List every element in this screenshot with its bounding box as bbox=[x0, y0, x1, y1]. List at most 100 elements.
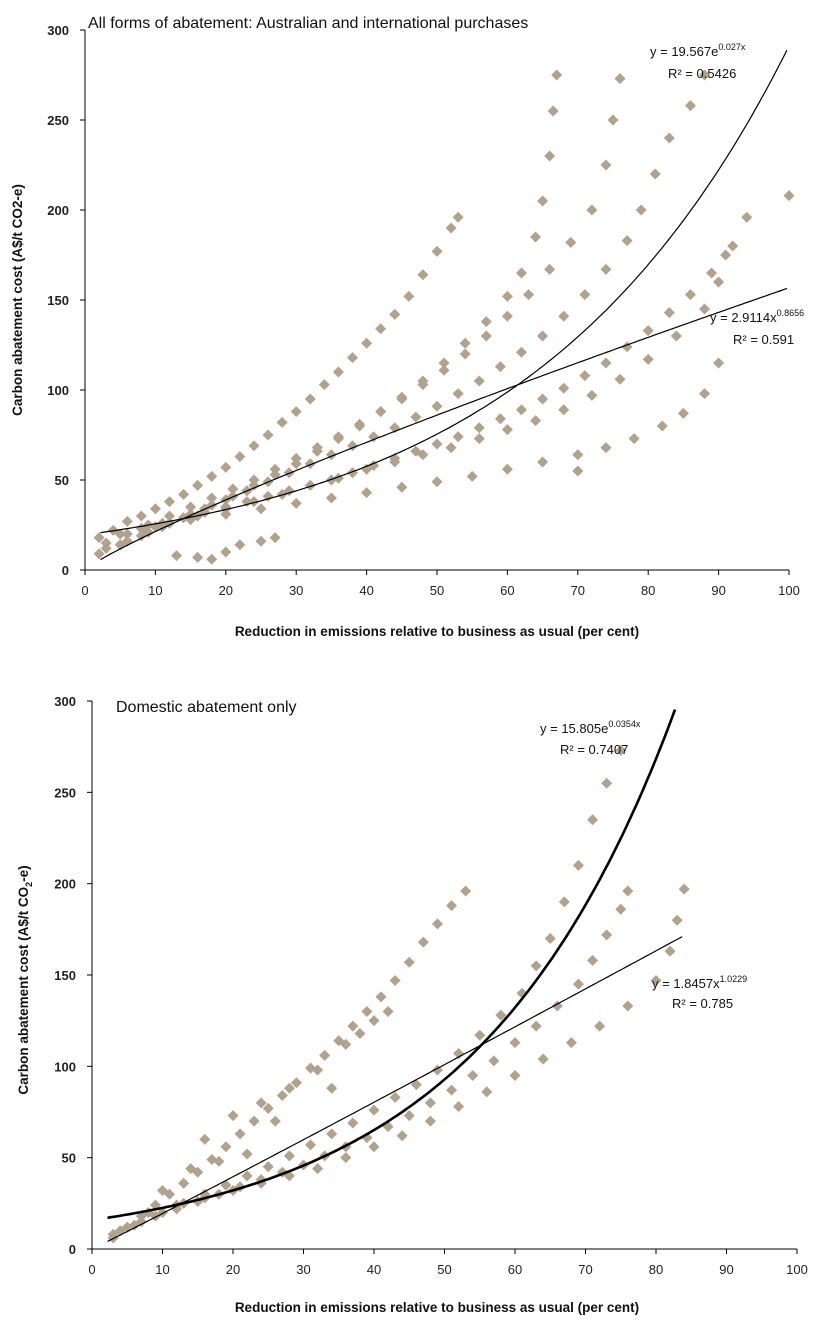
chart2-point-s3-14 bbox=[537, 1053, 549, 1065]
chart2-point-s4-0 bbox=[157, 1185, 168, 1197]
chart-all-abatement: All forms of abatement: Australian and i… bbox=[10, 15, 804, 639]
chart1-point-s2-24 bbox=[600, 159, 612, 171]
chart1-point-s2-23 bbox=[586, 204, 598, 216]
chart2-y-ticks: 0 50 100 150 200 250 300 bbox=[54, 694, 92, 1257]
chart1-point-s2-6 bbox=[227, 483, 239, 495]
chart1-point-s4-28 bbox=[706, 267, 718, 279]
chart1-exp-r2: R² = 0.5426 bbox=[668, 66, 736, 81]
chart2-point-s1-20 bbox=[530, 960, 542, 972]
chart1-point-s6-13 bbox=[530, 415, 542, 427]
chart1-x-tick-label: 20 bbox=[219, 583, 233, 598]
chart2-point-s2-26 bbox=[622, 885, 634, 897]
chart1-point-s4-18 bbox=[494, 413, 506, 425]
chart2-x-tick-label: 90 bbox=[719, 1262, 733, 1277]
chart1-point-s2-7 bbox=[248, 474, 260, 486]
chart2-y-axis-label-main: Carbon abatement cost (A$/t CO bbox=[16, 887, 31, 1095]
chart1-point-s3-18 bbox=[473, 375, 485, 387]
chart2-trendline-power bbox=[107, 936, 683, 1242]
chart1-point-s1-19 bbox=[501, 290, 513, 302]
chart1-y-axis-label: Carbon abatement cost (A$/t CO2-e) bbox=[10, 184, 25, 416]
chart1-trendlines bbox=[100, 49, 788, 561]
chart2-point-s1-7 bbox=[262, 1161, 274, 1173]
chart1-point-s5-5 bbox=[325, 492, 337, 504]
chart1-point-s2-5 bbox=[206, 492, 218, 504]
chart2-point-s2-18 bbox=[488, 1055, 500, 1067]
chart1-point-s5-4 bbox=[290, 497, 302, 509]
chart2-point-s1-17 bbox=[474, 1029, 486, 1041]
chart1-point-s4-21 bbox=[558, 382, 570, 394]
chart1-point-s4-17 bbox=[473, 422, 485, 434]
chart1-point-s0-13 bbox=[276, 416, 288, 428]
chart2-point-s1-12 bbox=[368, 1104, 380, 1116]
chart1-point-s3-10 bbox=[304, 458, 316, 470]
chart2-point-s1-11 bbox=[347, 1117, 359, 1129]
chart2-point-s3-11 bbox=[453, 1101, 465, 1113]
chart2-point-s4-4 bbox=[227, 1110, 239, 1122]
chart1-point-s3-25 bbox=[621, 235, 633, 247]
chart1-point-s1-24 bbox=[547, 105, 559, 117]
chart1-y-tick-label: 100 bbox=[47, 383, 69, 398]
chart2-point-s3-18 bbox=[650, 974, 662, 986]
chart1-point-s0-14 bbox=[290, 406, 302, 418]
chart2-point-s0-25 bbox=[460, 885, 472, 897]
chart2-point-s0-11 bbox=[262, 1102, 274, 1114]
chart1-point-s0-23 bbox=[417, 269, 429, 281]
chart2-point-s4-7 bbox=[269, 1115, 281, 1127]
chart1-y-tick-label: 50 bbox=[55, 473, 69, 488]
chart2-point-s4-3 bbox=[213, 1155, 225, 1167]
chart2-point-s0-5 bbox=[178, 1177, 190, 1189]
chart1-point-s4-15 bbox=[431, 438, 443, 450]
chart2-point-s0-17 bbox=[347, 1020, 359, 1032]
chart1-point-s4-22 bbox=[579, 370, 591, 382]
chart2-point-s2-16 bbox=[446, 1084, 458, 1096]
chart2-point-s2-25 bbox=[615, 903, 627, 915]
chart1-y-tick-label: 300 bbox=[47, 23, 69, 38]
chart1-point-s0-7 bbox=[192, 479, 204, 491]
chart1-point-s3-2 bbox=[135, 530, 147, 542]
chart1-point-s1-25 bbox=[551, 69, 563, 81]
chart1-point-s2-3 bbox=[163, 510, 175, 522]
chart1-point-s2-15 bbox=[417, 379, 429, 391]
chart1-point-s0-22 bbox=[403, 290, 415, 302]
chart1-point-s4-25 bbox=[642, 325, 654, 337]
chart2-trendline-exponential bbox=[107, 709, 677, 1220]
chart2-point-s3-12 bbox=[481, 1086, 493, 1098]
chart2-point-s4-12 bbox=[354, 1027, 366, 1039]
chart2-point-s1-6 bbox=[241, 1170, 253, 1182]
chart1-point-s1-18 bbox=[480, 316, 492, 328]
chart1-point-s0-0 bbox=[93, 532, 105, 544]
chart1-point-s4-20 bbox=[537, 393, 549, 405]
chart1-point-s5-18 bbox=[713, 357, 725, 369]
chart1-point-s2-20 bbox=[523, 289, 535, 301]
chart2-point-s2-19 bbox=[509, 1037, 521, 1049]
chart2-exp-equation: y = 15.805e0.0354x bbox=[540, 719, 641, 736]
chart1-point-s0-5 bbox=[163, 496, 175, 508]
chart1-y-ticks: 0 50 100 150 200 250 300 bbox=[47, 23, 85, 578]
chart2-point-s1-10 bbox=[326, 1128, 338, 1140]
chart2-power-r2: R² = 0.785 bbox=[672, 996, 733, 1011]
chart2-point-s3-7 bbox=[340, 1152, 352, 1164]
chart2-point-s4-6 bbox=[255, 1097, 267, 1109]
chart1-x-tick-label: 80 bbox=[641, 583, 655, 598]
chart1-point-s3-24 bbox=[600, 263, 612, 275]
chart2-x-axis-label: Reduction in emissions relative to busin… bbox=[235, 1300, 639, 1315]
chart1-point-s6-7 bbox=[361, 463, 373, 475]
chart1-point-s3-17 bbox=[452, 388, 464, 400]
chart1-point-s6-18 bbox=[670, 330, 682, 342]
chart1-x-tick-label: 30 bbox=[289, 583, 303, 598]
chart1-point-s5-12 bbox=[572, 449, 584, 461]
chart1-power-equation-base: y = 2.9114x bbox=[710, 310, 777, 325]
chart2-x-tick-label: 40 bbox=[367, 1262, 381, 1277]
chart1-point-s3-13 bbox=[368, 431, 380, 443]
chart1-point-s4-0 bbox=[114, 528, 126, 540]
chart2-point-s3-6 bbox=[312, 1163, 324, 1175]
chart2-x-tick-label: 70 bbox=[578, 1262, 592, 1277]
chart2-point-s0-13 bbox=[290, 1077, 302, 1089]
chart2-point-s1-22 bbox=[558, 896, 570, 908]
chart2-point-s0-19 bbox=[375, 991, 387, 1003]
chart1-point-s2-11 bbox=[332, 431, 344, 443]
chart1-point-s6-17 bbox=[642, 353, 654, 365]
chart2-x-ticks: 0 10 20 30 40 50 60 70 80 90 100 bbox=[88, 1249, 808, 1277]
chart2-points bbox=[107, 744, 690, 1244]
